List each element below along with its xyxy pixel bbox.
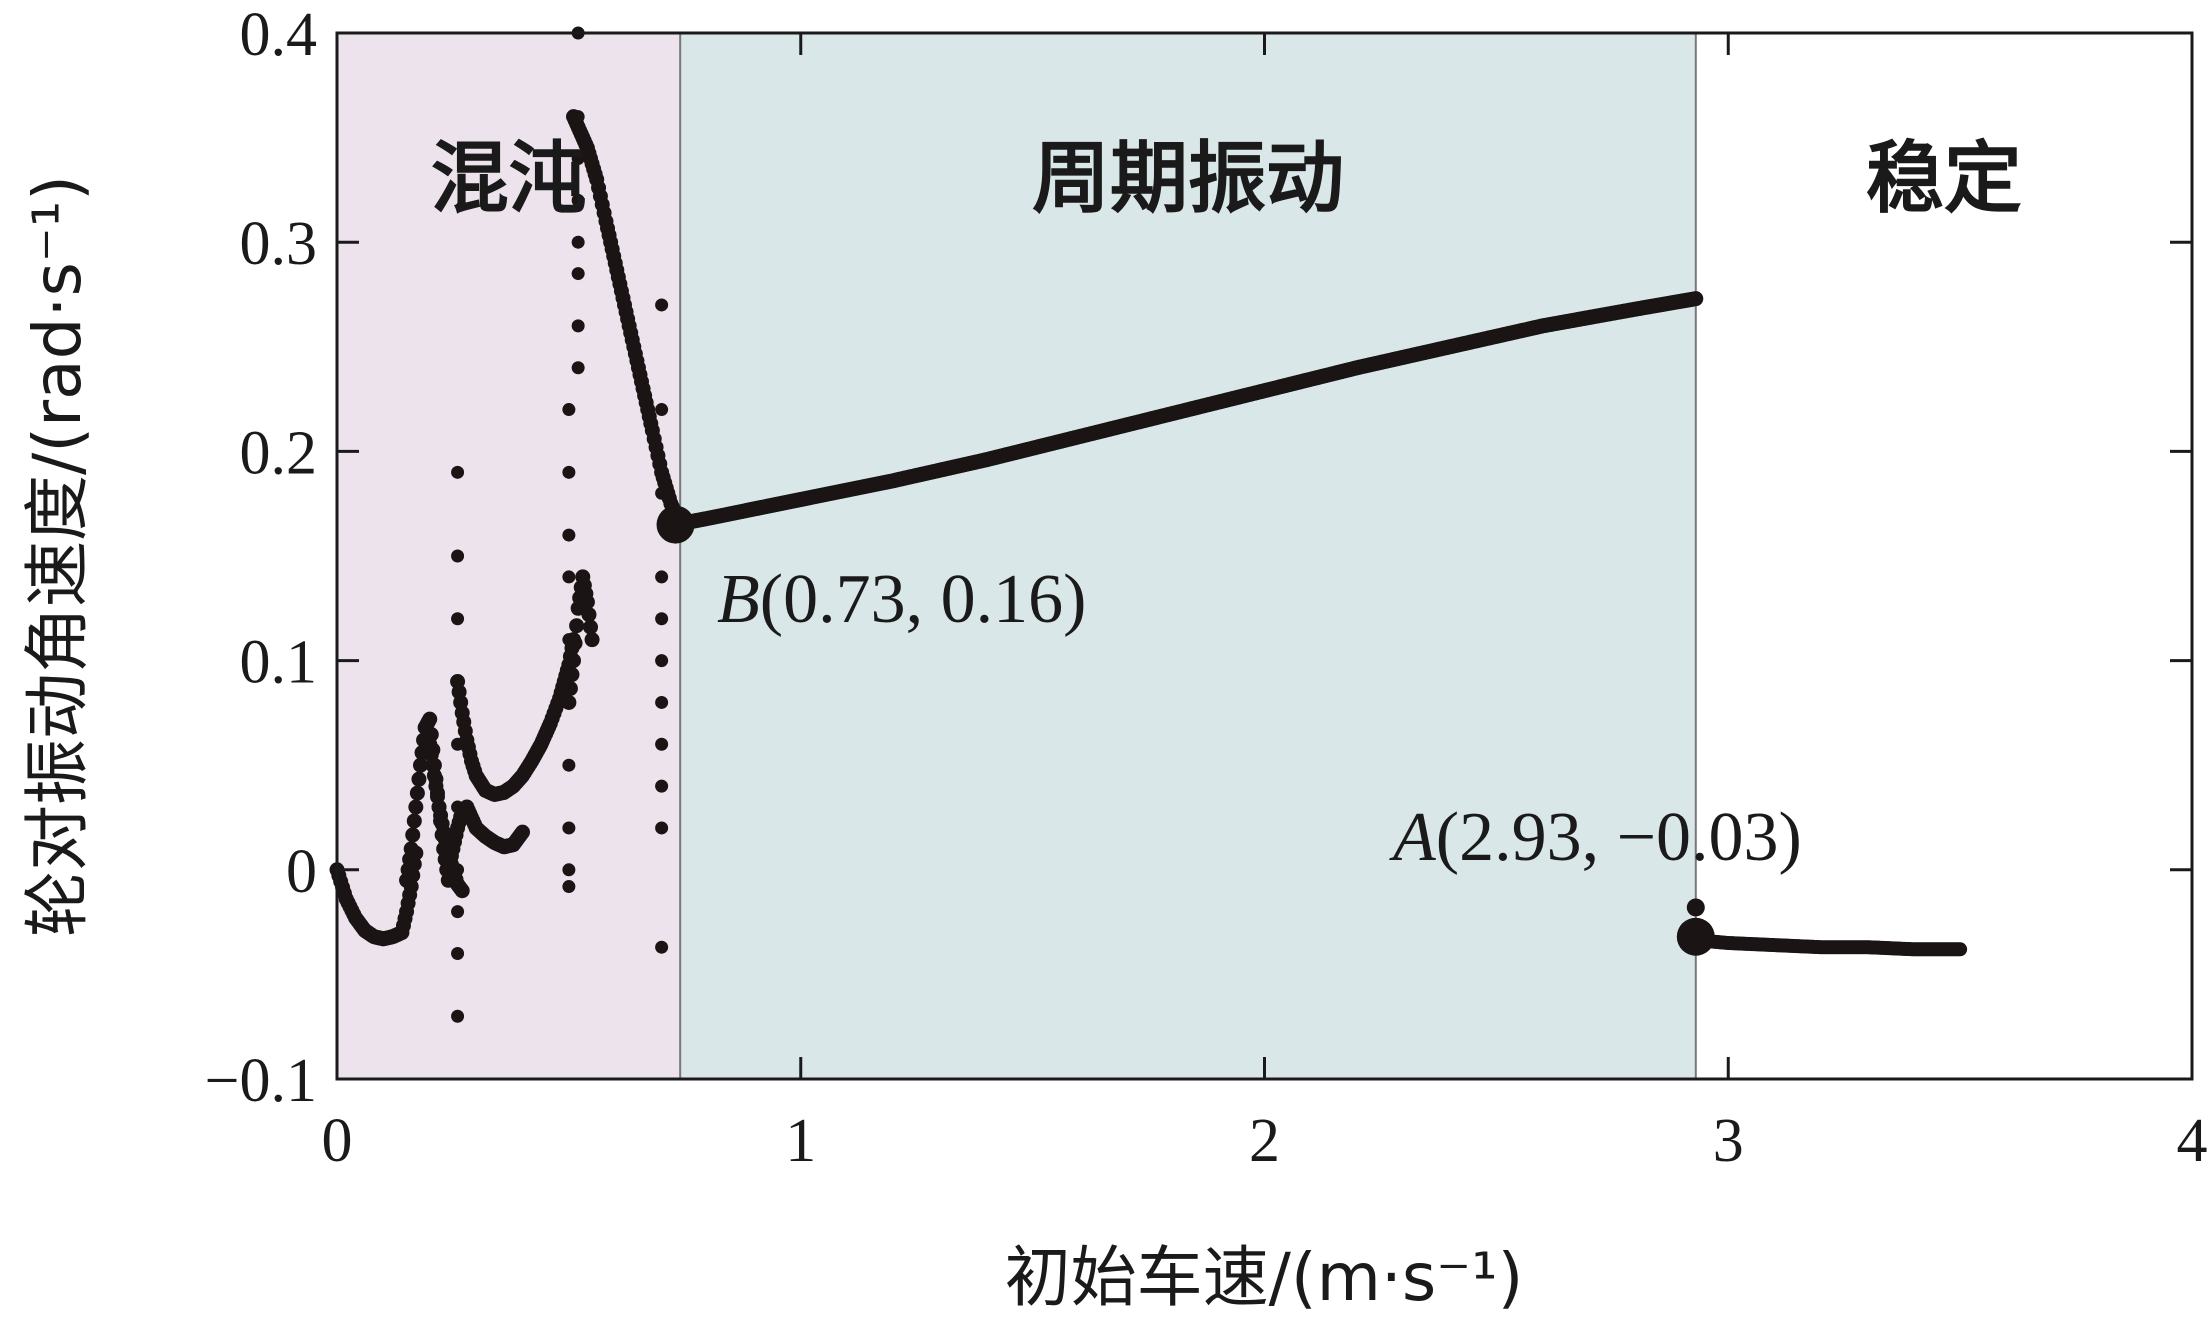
chaos-point (569, 618, 585, 634)
chaos-column-point (562, 465, 576, 479)
chaos-column-point (562, 863, 576, 877)
chaos-column-point (655, 298, 669, 312)
chaos-point (564, 667, 580, 683)
chaos-point (422, 711, 438, 727)
x-tick-label: 1 (785, 1107, 816, 1175)
x-tick-label: 4 (2177, 1107, 2207, 1175)
chaos-column-point (562, 821, 576, 835)
chaos-column-point (655, 612, 669, 626)
annotation-a-letter: A (1389, 799, 1436, 876)
region-2-label: 稳定 (1866, 134, 2022, 224)
y-tick-label: 0.4 (240, 1, 318, 69)
chaos-column-point (451, 863, 465, 877)
chaos-point (406, 813, 422, 829)
stable-point (1953, 942, 1968, 957)
y-axis-title: 轮对振动角速度/(rad·s⁻¹) (19, 175, 96, 937)
chaos-column-point (655, 486, 669, 500)
annotation-a: A(2.93, −0.03) (1389, 799, 1802, 876)
chaos-point (583, 619, 599, 635)
chaos-column-point (571, 110, 585, 124)
highlight-points (656, 505, 1715, 956)
chaos-column-point (562, 695, 576, 709)
annotation-a-value: (2.93, −0.03) (1436, 799, 1802, 876)
y-tick-label: −0.1 (205, 1047, 317, 1115)
chaos-column-point (655, 570, 669, 584)
chaos-column-point (451, 465, 465, 479)
annotation-b-letter: B (717, 561, 760, 638)
x-axis-title: 初始车速/(m·s⁻¹) (1005, 1239, 1524, 1316)
chaos-column-point (451, 612, 465, 626)
chaos-column-point (655, 403, 669, 417)
chaos-column-point (655, 737, 669, 751)
y-tick-label: 0.2 (240, 419, 318, 487)
chaos-column-point (451, 1009, 465, 1023)
annotation-point-b (656, 505, 695, 544)
chaos-point (566, 653, 582, 669)
chaos-point (454, 883, 470, 899)
chaos-column-point (562, 403, 576, 417)
chaos-column-point (571, 361, 585, 375)
region-labels: 混沌 周期振动 稳定 (431, 134, 2022, 224)
chaos-column-point (655, 695, 669, 709)
y-tick-label: 0.1 (240, 629, 318, 697)
chaos-column-point (451, 737, 465, 751)
x-tick-label: 2 (1249, 1107, 1280, 1175)
chaos-column-point (571, 193, 585, 207)
region-backgrounds (337, 33, 2192, 1079)
chaos-column-point (451, 549, 465, 563)
chaos-column-point (451, 946, 465, 960)
chaos-column-point (655, 821, 669, 835)
region-0-label: 混沌 (431, 134, 587, 224)
axis-ticks: 0 1 2 3 4−0.100.10.20.30.4 (205, 1, 2207, 1175)
chaos-column-point (562, 633, 576, 647)
chaos-point (405, 827, 421, 843)
chaos-point (412, 757, 428, 773)
chaos-point (411, 771, 427, 787)
chaos-column-point (562, 758, 576, 772)
chaos-point (409, 785, 425, 801)
chaos-column-point (562, 570, 576, 584)
chaos-point (562, 680, 578, 696)
annotation-point-a (1676, 917, 1715, 956)
region-0-background (337, 33, 681, 1079)
chaos-column-point (655, 779, 669, 793)
chaos-column-point (655, 940, 669, 954)
y-tick-label: 0.3 (240, 210, 318, 278)
annotation-b-value: (0.73, 0.16) (760, 561, 1087, 638)
chaos-column-point (571, 152, 585, 166)
chaos-column-point (562, 880, 576, 894)
region-1-label: 周期振动 (1032, 134, 1344, 224)
chaos-point (581, 607, 597, 623)
data-points (329, 26, 1968, 1023)
x-tick-label: 3 (1713, 1107, 1744, 1175)
stable-outlier-point (1686, 898, 1705, 917)
chaos-column-point (571, 235, 585, 249)
periodic-point (1688, 291, 1704, 307)
chaos-column-point (451, 675, 465, 689)
chaos-point (408, 799, 424, 815)
chaos-column-point (655, 654, 669, 668)
chaos-column-point (451, 800, 465, 814)
chaos-point (579, 594, 595, 610)
chaos-point (515, 824, 530, 840)
chaos-point (403, 841, 419, 857)
chaos-point (584, 632, 600, 648)
chaos-column-point (562, 528, 576, 542)
chaos-column-point (571, 319, 585, 333)
chaos-column-point (451, 905, 465, 919)
chaos-column-point (571, 267, 585, 281)
x-tick-label: 0 (322, 1107, 353, 1175)
region-1-background (680, 33, 1696, 1079)
region-2-background (1695, 33, 2192, 1079)
annotation-b: B(0.73, 0.16) (717, 561, 1086, 638)
y-tick-label: 0 (286, 838, 317, 906)
